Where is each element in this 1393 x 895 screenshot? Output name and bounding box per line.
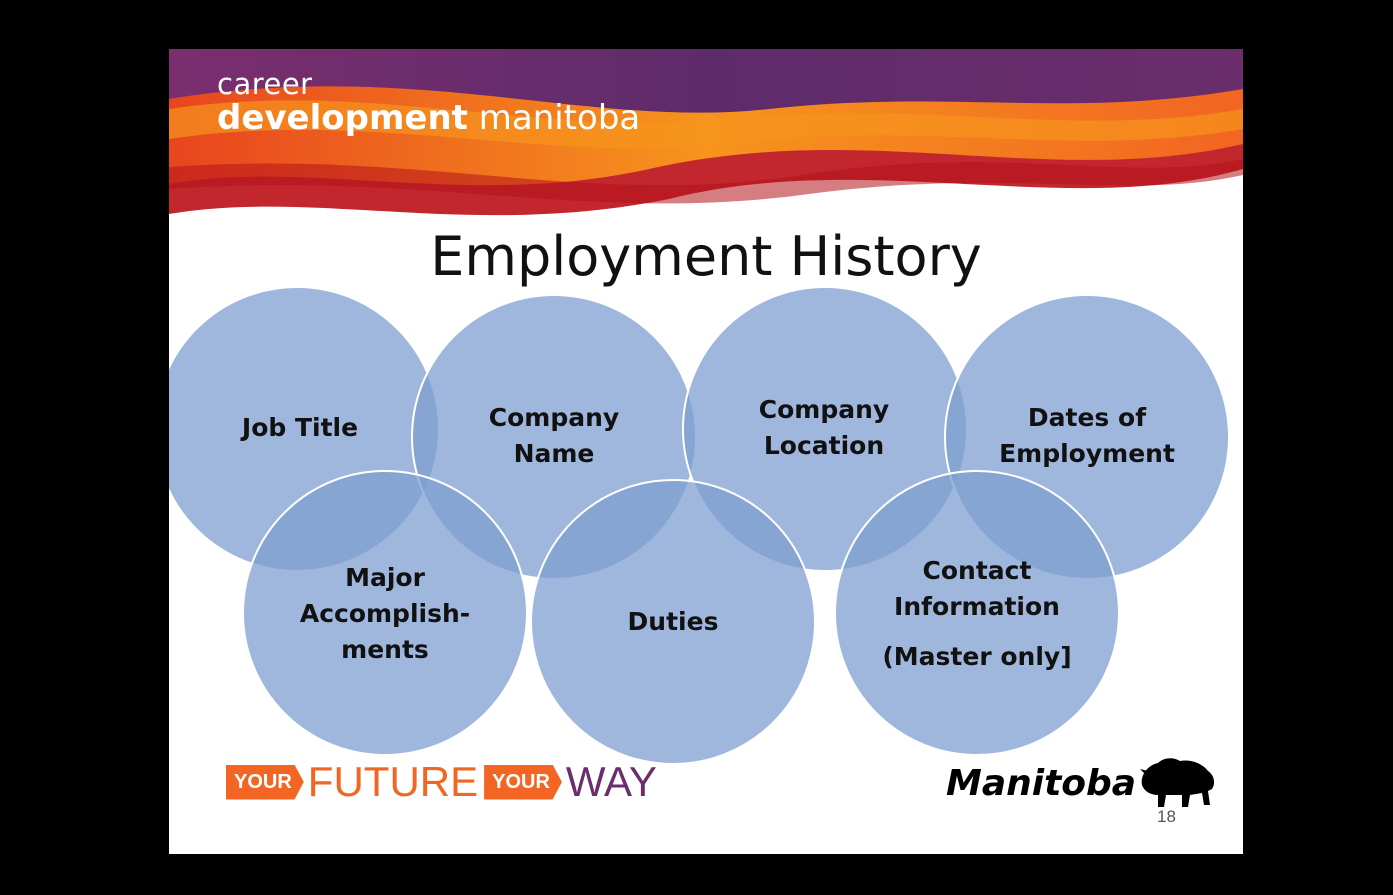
- label-line: Company: [488, 403, 620, 432]
- brand-light: manitoba: [478, 98, 641, 138]
- label-line: Location: [763, 431, 885, 460]
- label-duties: Duties: [553, 604, 793, 640]
- label-company-name: Company Name: [434, 400, 674, 472]
- tag-your-1: YOUR: [226, 764, 304, 800]
- brand-line1: career: [217, 67, 313, 101]
- label-job-title: Job Title: [180, 410, 420, 446]
- brand-logo: career development manitoba: [217, 69, 640, 137]
- brand-bold: development: [217, 98, 468, 138]
- slide: career development manitoba Employment H…: [169, 49, 1243, 854]
- brand-line2: development manitoba: [217, 99, 640, 137]
- label-line: ments: [341, 635, 429, 664]
- label-contact-information: Contact Information (Master only]: [857, 553, 1097, 675]
- label-line: Employment: [999, 439, 1175, 468]
- tag-your-2: YOUR: [484, 764, 562, 800]
- manitoba-logo: Manitoba: [946, 755, 1218, 811]
- page-number: 18: [1157, 807, 1176, 826]
- word-way: WAY: [565, 758, 657, 805]
- manitoba-wordmark: Manitoba: [946, 762, 1137, 804]
- word-future: FUTURE: [307, 758, 479, 805]
- label-major-accomplishments: Major Accomplish-ments: [265, 560, 505, 668]
- circle-contact-information: [834, 470, 1120, 756]
- label-line: Job Title: [241, 413, 359, 442]
- header-banner: [169, 49, 1243, 216]
- label-line: (Master only]: [882, 642, 1072, 671]
- venn-diagram: [169, 286, 1230, 765]
- your-future-your-way-logo: YOUR FUTURE YOUR WAY: [226, 758, 663, 805]
- label-company-location: Company Location: [704, 392, 944, 464]
- circle-duties: [530, 479, 816, 765]
- label-line: Accomplish-: [299, 599, 471, 628]
- label-line: Dates of: [1027, 403, 1147, 432]
- bison-icon: [1140, 758, 1215, 807]
- label-line: [857, 625, 1097, 639]
- circle-major-accomplishments: [242, 470, 528, 756]
- slide-title: Employment History: [430, 225, 982, 288]
- label-line: Duties: [627, 607, 719, 636]
- label-dates-of-employment: Dates of Employment: [967, 400, 1207, 472]
- label-line: Major: [345, 563, 425, 592]
- label-line: Company: [758, 395, 890, 424]
- label-line: Name: [513, 439, 595, 468]
- label-line: Information: [894, 592, 1060, 621]
- label-line: Contact: [922, 556, 1032, 585]
